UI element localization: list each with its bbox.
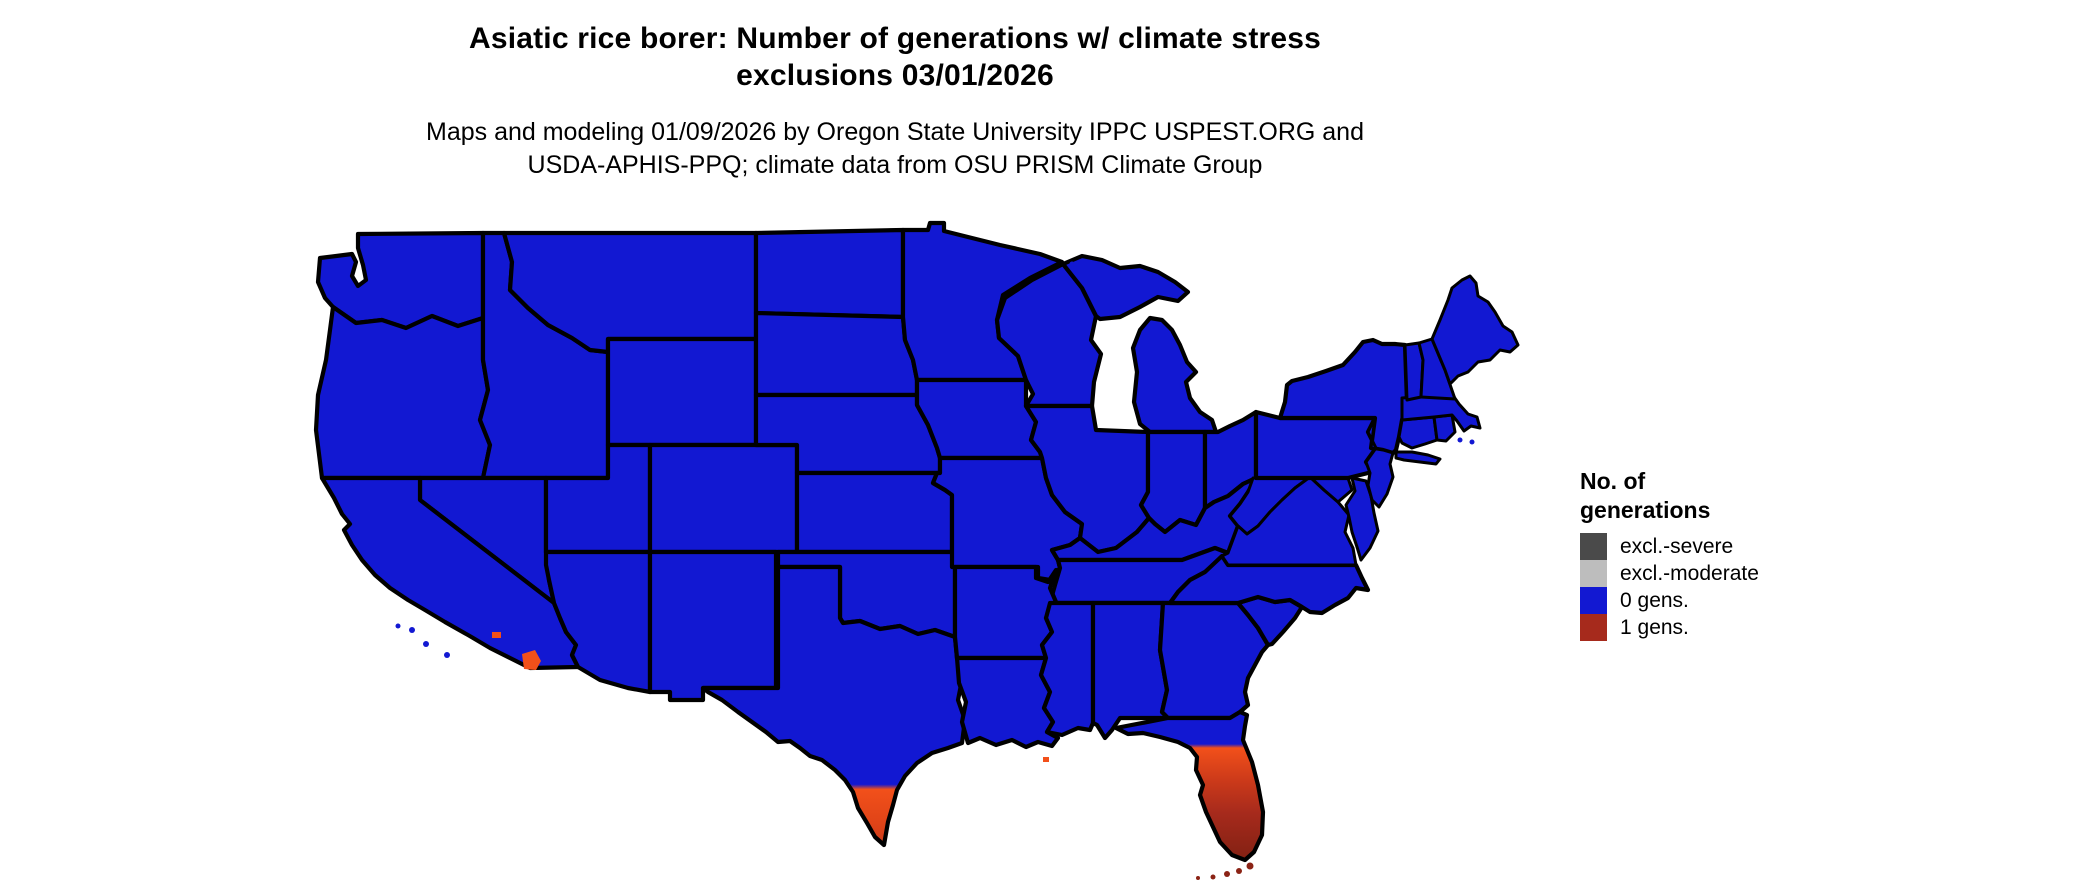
state-michigan [1130,315,1219,435]
state-virginia [1220,475,1358,567]
state-colorado [647,442,800,555]
legend-label-excl-severe: excl.-severe [1620,535,1734,558]
state-florida [1113,709,1266,863]
state-new-mexico [647,549,779,703]
state-rhode-island [1432,413,1457,443]
state-oregon [313,304,493,481]
florida-keys-dot [1236,868,1242,874]
legend-swatch-excl-moderate [1580,560,1607,587]
legend-swatch-1-gens [1580,614,1607,641]
mississippi-delta-hotspot [1043,757,1049,762]
state-south-dakota [753,310,920,398]
state-michigan-upper-peninsula [1060,253,1191,322]
legend-row-1-gens: 1 gens. [1580,614,1710,641]
legend-label-1-gens: 1 gens. [1620,616,1689,639]
state-massachusetts [1400,392,1482,433]
legend-row-0-gens: 0 gens. [1580,587,1710,614]
legend: No. of generations excl.-severe excl.-mo… [1580,467,1759,641]
legend-row-excl-moderate: excl.-moderate [1580,560,1759,587]
state-iowa [914,377,1045,461]
channel-island-dot [423,641,429,647]
state-connecticut [1397,415,1439,450]
state-pennsylvania [1253,409,1379,481]
map-subtitle-line-2: USDA-APHIS-PPQ; climate data from OSU PR… [527,151,1263,179]
socal-hotspot-small [492,632,501,638]
state-minnesota [900,220,1065,383]
legend-items: excl.-severe excl.-moderate 0 gens. 1 ge… [1580,533,1759,641]
legend-label-0-gens: 0 gens. [1620,589,1689,612]
long-island [1394,450,1442,466]
channel-island-dot [409,627,415,633]
map-title: Asiatic rice borer: Number of generation… [0,20,1790,94]
legend-swatch-excl-severe [1580,533,1607,560]
channel-island-dot [395,623,401,629]
florida-keys-dot [1246,862,1254,870]
state-maine [1430,274,1520,386]
florida-keys-dot [1224,871,1230,877]
map-subtitle-line-1: Maps and modeling 01/09/2026 by Oregon S… [426,118,1364,146]
legend-title-line-1: No. of [1580,468,1646,494]
state-texas [700,564,968,848]
isle-royale-dot [1069,261,1075,267]
state-arizona [543,549,653,695]
socal-hotspot [522,650,541,670]
state-new-jersey [1364,416,1395,509]
channel-island-dot [444,652,450,658]
legend-title-line-2: generations [1580,497,1711,523]
state-wyoming [605,336,759,448]
state-mississippi [1038,600,1096,738]
florida-keys-dot [1196,876,1200,880]
state-north-carolina [1167,553,1371,616]
legend-swatch-0-gens [1580,587,1607,614]
massachusetts-island-dot [1469,439,1475,445]
map-subtitle: Maps and modeling 01/09/2026 by Oregon S… [0,116,1790,182]
map-title-line-1: Asiatic rice borer: Number of generation… [468,22,1322,55]
state-north-dakota [753,227,906,320]
legend-row-excl-severe: excl.-severe [1580,533,1733,560]
state-alabama [1090,600,1171,741]
map-title-line-2: exclusions 03/01/2026 [736,59,1054,92]
massachusetts-island-dot [1457,437,1463,443]
florida-keys-dot [1210,874,1216,880]
state-kansas [794,470,955,555]
state-wisconsin [994,261,1104,409]
legend-label-excl-moderate: excl.-moderate [1620,562,1759,585]
